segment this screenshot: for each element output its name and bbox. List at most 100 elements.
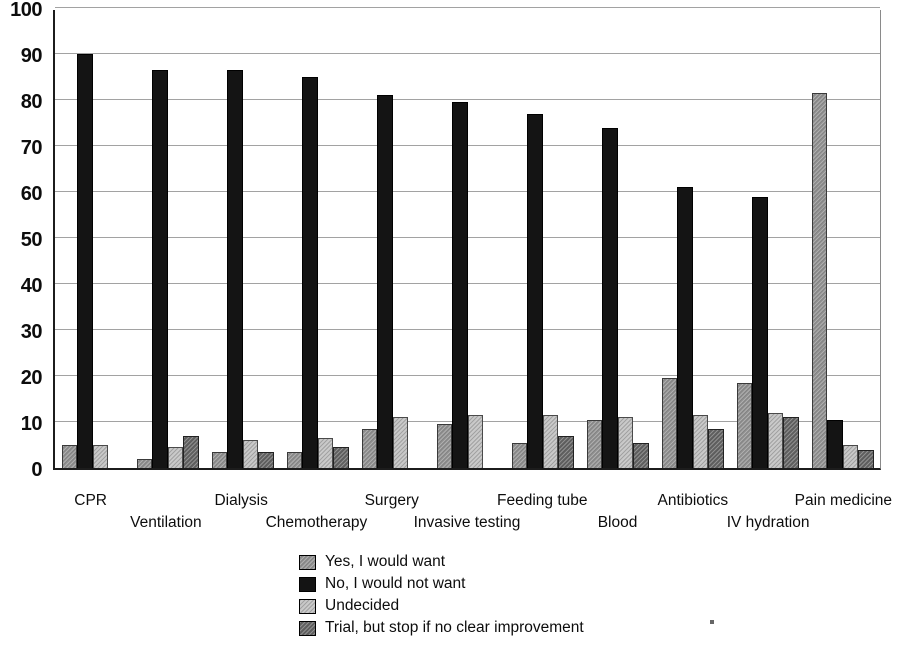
bar-group-dialysis bbox=[205, 10, 280, 468]
bar-group-blood bbox=[580, 10, 655, 468]
gridline-y-100 bbox=[55, 7, 880, 8]
bar-group-pain-medicine bbox=[805, 10, 880, 468]
y-tick-label-60: 60 bbox=[20, 183, 43, 205]
legend-item-undecided: Undecided bbox=[299, 595, 584, 617]
bar-yes-i-would-want-invasive-testing bbox=[436, 424, 452, 468]
bar-yes-i-would-want-antibiotics bbox=[661, 378, 677, 468]
bar-trial-but-stop-if-no-clear-improvement-antibiotics bbox=[708, 428, 724, 468]
bar-group-cpr bbox=[55, 10, 130, 468]
legend-item-yes-i-would-want: Yes, I would want bbox=[299, 551, 584, 573]
bar-no-i-would-not-want-pain-medicine bbox=[827, 419, 843, 468]
bar-yes-i-would-want-feeding-tube bbox=[511, 442, 527, 468]
bar-undecided-antibiotics bbox=[692, 415, 708, 468]
bar-trial-but-stop-if-no-clear-improvement-dialysis bbox=[258, 451, 274, 468]
bar-no-i-would-not-want-chemotherapy bbox=[302, 77, 318, 468]
gridline-y-20 bbox=[55, 375, 880, 376]
plot-area bbox=[53, 7, 881, 470]
bar-undecided-dialysis bbox=[242, 440, 258, 468]
bar-no-i-would-not-want-iv-hydration bbox=[752, 196, 768, 468]
x-category-label-antibiotics: Antibiotics bbox=[657, 492, 729, 509]
bar-trial-but-stop-if-no-clear-improvement-feeding-tube bbox=[558, 435, 574, 468]
x-category-label-invasive-testing: Invasive testing bbox=[413, 514, 521, 531]
bar-yes-i-would-want-surgery bbox=[361, 428, 377, 468]
bar-groups bbox=[55, 10, 880, 468]
bar-undecided-ventilation bbox=[167, 447, 183, 468]
legend-label-undecided: Undecided bbox=[325, 597, 400, 614]
gridline-y-90 bbox=[55, 53, 880, 54]
bar-no-i-would-not-want-antibiotics bbox=[677, 187, 693, 468]
gridline-y-60 bbox=[55, 191, 880, 192]
y-tick-label-90: 90 bbox=[20, 45, 43, 67]
bar-group-antibiotics bbox=[655, 10, 730, 468]
x-category-label-surgery: Surgery bbox=[364, 492, 419, 509]
y-tick-label-80: 80 bbox=[20, 91, 43, 113]
bar-undecided-pain-medicine bbox=[842, 445, 858, 468]
x-category-label-pain-medicine: Pain medicine bbox=[794, 492, 893, 509]
bar-yes-i-would-want-blood bbox=[586, 419, 602, 468]
y-tick-label-0: 0 bbox=[31, 459, 42, 481]
y-tick-label-50: 50 bbox=[20, 229, 43, 251]
bar-group-chemotherapy bbox=[280, 10, 355, 468]
bar-group-invasive-testing bbox=[430, 10, 505, 468]
legend-item-trial-but-stop-if-no-clear-improvement: Trial, but stop if no clear improvement bbox=[299, 617, 584, 639]
legend-swatch-trial-but-stop-if-no-clear-improvement bbox=[299, 620, 316, 636]
y-tick-label-70: 70 bbox=[20, 137, 43, 159]
bar-trial-but-stop-if-no-clear-improvement-ventilation bbox=[183, 435, 199, 468]
bar-yes-i-would-want-ventilation bbox=[136, 458, 152, 468]
bar-group-ventilation bbox=[130, 10, 205, 468]
bar-undecided-invasive-testing bbox=[467, 415, 483, 468]
bar-yes-i-would-want-iv-hydration bbox=[736, 382, 752, 468]
legend-swatch-undecided bbox=[299, 598, 316, 614]
bar-yes-i-would-want-dialysis bbox=[211, 451, 227, 468]
bar-undecided-chemotherapy bbox=[317, 438, 333, 468]
legend-swatch-yes-i-would-want bbox=[299, 554, 316, 570]
bar-no-i-would-not-want-feeding-tube bbox=[527, 113, 543, 468]
bar-undecided-feeding-tube bbox=[542, 415, 558, 468]
legend-label-yes-i-would-want: Yes, I would want bbox=[325, 553, 446, 570]
bar-trial-but-stop-if-no-clear-improvement-iv-hydration bbox=[783, 417, 799, 468]
gridline-y-70 bbox=[55, 145, 880, 146]
bar-group-feeding-tube bbox=[505, 10, 580, 468]
gridline-y-30 bbox=[55, 329, 880, 330]
bar-undecided-blood bbox=[617, 417, 633, 468]
gridline-y-40 bbox=[55, 283, 880, 284]
bar-undecided-iv-hydration bbox=[767, 412, 783, 468]
x-category-label-chemotherapy: Chemotherapy bbox=[265, 514, 368, 531]
bar-no-i-would-not-want-dialysis bbox=[227, 70, 243, 468]
y-tick-label-40: 40 bbox=[20, 275, 43, 297]
x-category-label-iv-hydration: IV hydration bbox=[726, 514, 810, 531]
y-tick-label-20: 20 bbox=[20, 367, 43, 389]
x-category-label-cpr: CPR bbox=[74, 492, 107, 509]
legend-label-no-i-would-not-want: No, I would not want bbox=[325, 575, 466, 592]
x-category-label-blood: Blood bbox=[597, 514, 638, 531]
y-tick-label-30: 30 bbox=[20, 321, 43, 343]
bar-yes-i-would-want-chemotherapy bbox=[286, 451, 302, 468]
legend-swatch-no-i-would-not-want bbox=[299, 576, 316, 592]
legend-label-trial-but-stop-if-no-clear-improvement: Trial, but stop if no clear improvement bbox=[325, 619, 584, 636]
chart-legend: Yes, I would want No, I would not want Und… bbox=[299, 551, 584, 639]
gridline-y-80 bbox=[55, 99, 880, 100]
gridline-y-50 bbox=[55, 237, 880, 238]
bar-no-i-would-not-want-invasive-testing bbox=[452, 102, 468, 468]
bar-undecided-surgery bbox=[392, 417, 408, 468]
bar-yes-i-would-want-cpr bbox=[61, 445, 77, 468]
bar-trial-but-stop-if-no-clear-improvement-chemotherapy bbox=[333, 447, 349, 468]
bar-undecided-cpr bbox=[92, 445, 108, 468]
y-tick-label-100: 100 bbox=[10, 0, 42, 21]
x-category-label-ventilation: Ventilation bbox=[130, 514, 202, 531]
bar-group-iv-hydration bbox=[730, 10, 805, 468]
y-tick-label-10: 10 bbox=[20, 413, 43, 435]
bar-no-i-would-not-want-surgery bbox=[377, 95, 393, 468]
bar-trial-but-stop-if-no-clear-improvement-blood bbox=[633, 442, 649, 468]
bar-no-i-would-not-want-blood bbox=[602, 127, 618, 468]
x-category-label-feeding-tube: Feeding tube bbox=[497, 492, 588, 509]
legend-item-no-i-would-not-want: No, I would not want bbox=[299, 573, 584, 595]
bar-yes-i-would-want-pain-medicine bbox=[811, 93, 827, 468]
scan-artifact-dot bbox=[710, 620, 714, 624]
x-category-label-dialysis: Dialysis bbox=[214, 492, 268, 509]
bar-group-surgery bbox=[355, 10, 430, 468]
bar-trial-but-stop-if-no-clear-improvement-pain-medicine bbox=[858, 449, 874, 468]
bar-no-i-would-not-want-ventilation bbox=[152, 70, 168, 468]
bar-no-i-would-not-want-cpr bbox=[77, 54, 93, 468]
